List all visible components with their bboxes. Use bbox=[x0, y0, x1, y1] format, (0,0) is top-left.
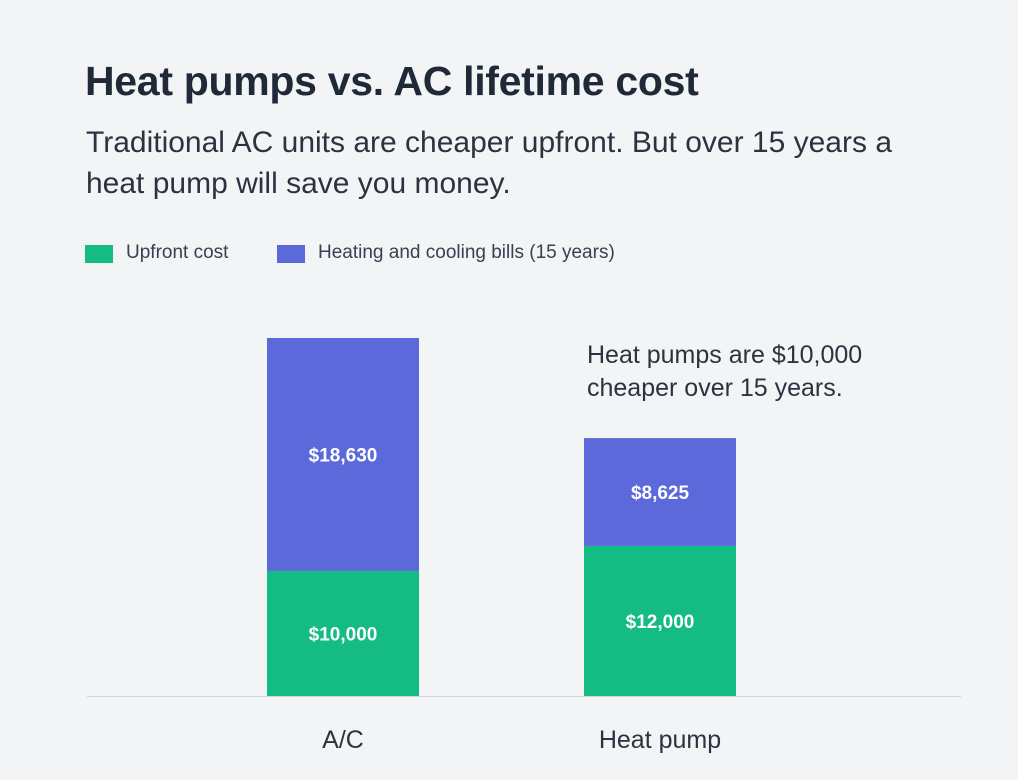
bar-bills-heat-pump bbox=[584, 438, 736, 546]
chart-subtitle: Traditional AC units are cheaper upfront… bbox=[86, 126, 893, 200]
data-label-bills-a-c: $18,630 bbox=[309, 445, 378, 466]
x-tick-label: A/C bbox=[322, 726, 364, 754]
x-tick-label: Heat pump bbox=[599, 726, 721, 754]
legend-label-upfront: Upfront cost bbox=[126, 242, 229, 263]
bar-upfront-a-c bbox=[267, 570, 419, 696]
data-label-upfront-a-c: $10,000 bbox=[309, 624, 378, 645]
data-label-bills-heat-pump: $8,625 bbox=[631, 483, 690, 504]
bar-bills-a-c bbox=[267, 338, 419, 571]
legend-swatch-bills bbox=[277, 245, 305, 263]
legend-label-bills: Heating and cooling bills (15 years) bbox=[318, 242, 615, 263]
chart-annotation: Heat pumps are $10,000 cheaper over 15 y… bbox=[587, 341, 863, 402]
legend-swatch-upfront bbox=[85, 245, 113, 263]
data-label-upfront-heat-pump: $12,000 bbox=[626, 612, 695, 633]
chart-title: Heat pumps vs. AC lifetime cost bbox=[85, 58, 699, 104]
bar-upfront-heat-pump bbox=[584, 545, 736, 696]
